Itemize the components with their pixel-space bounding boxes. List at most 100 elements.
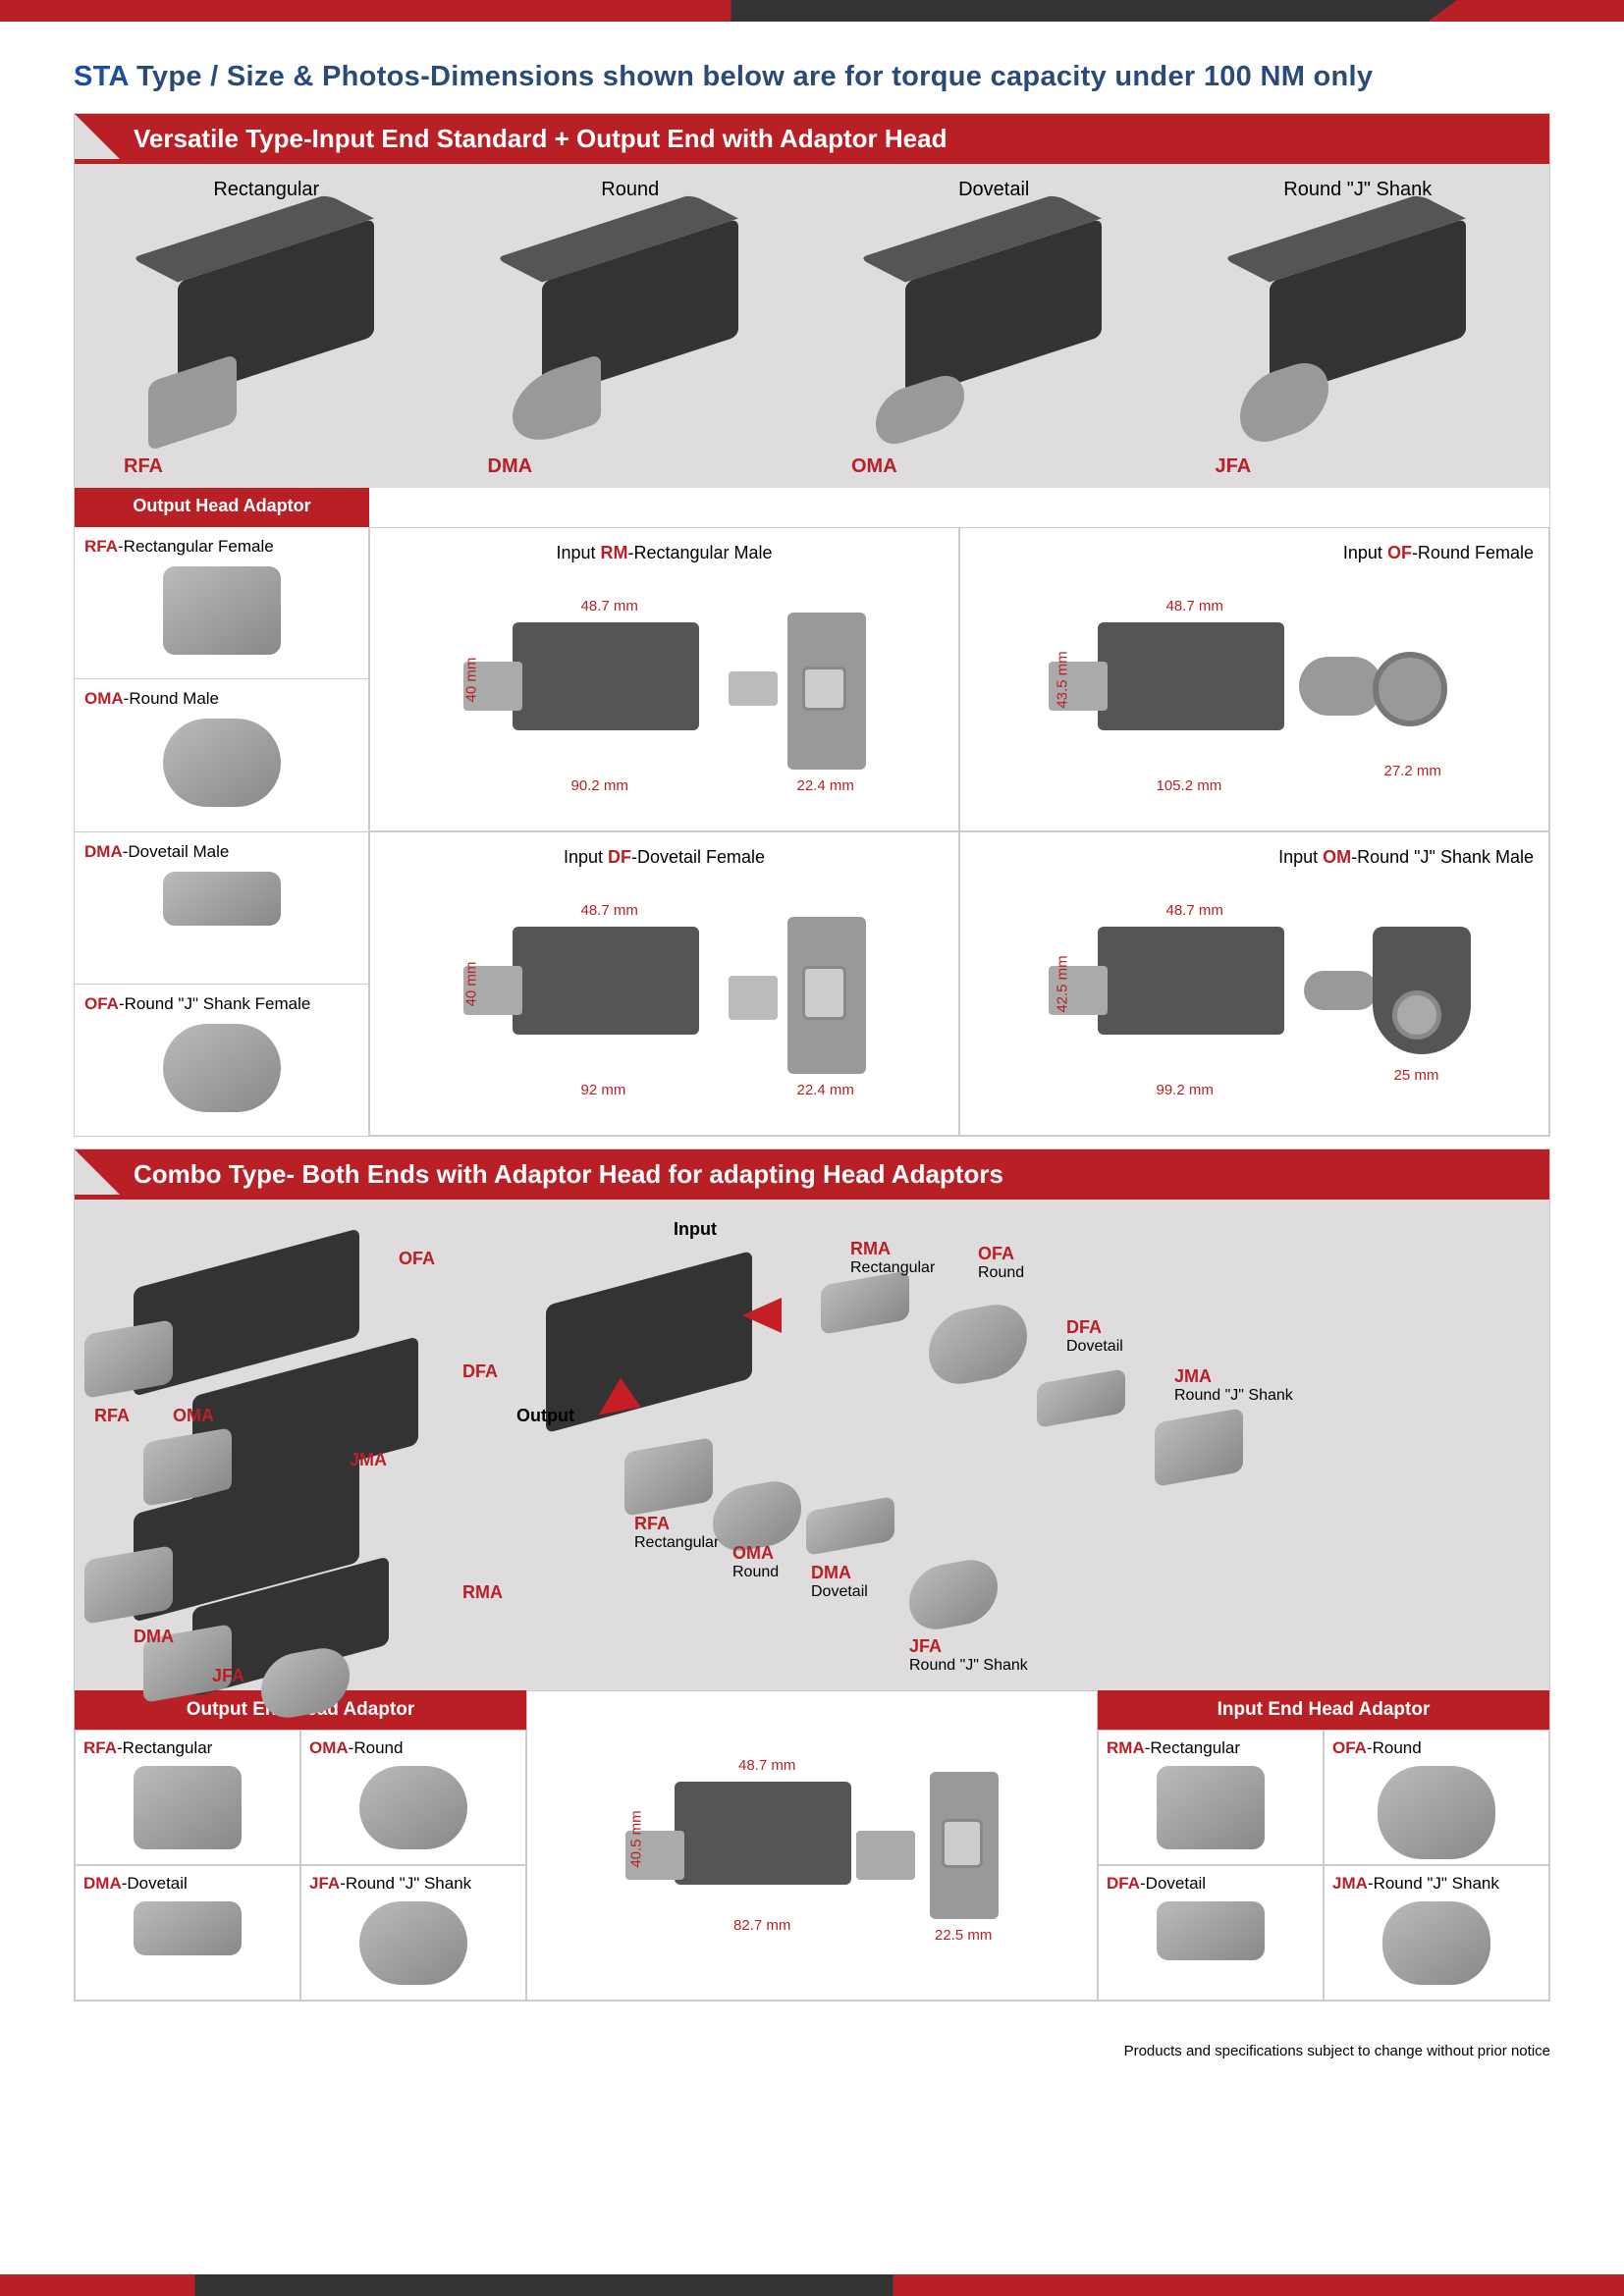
dim-width-bottom: 90.2 mm — [571, 777, 628, 794]
cell-image — [1378, 1766, 1495, 1859]
adaptor-image — [163, 1024, 281, 1112]
oha-desc: -Round Male — [124, 689, 219, 708]
combo-render-area: OFA DFA RFA OMA JMA RMA DMA JFA Input Ou… — [75, 1200, 1549, 1690]
oha-code: RFA — [84, 537, 118, 556]
v-col-round: Round DMA — [449, 179, 813, 478]
v-col-jshank: Round "J" Shank JFA — [1176, 179, 1541, 478]
title-prefix: STA — [74, 61, 129, 92]
oha-item-oma: OMA-Round Male — [75, 679, 368, 831]
dim-height: 40 mm — [462, 962, 479, 1007]
cell-image — [1157, 1766, 1265, 1849]
dim-end-width: 25 mm — [1394, 1067, 1439, 1084]
adaptor-image — [163, 566, 281, 655]
dim-width-top: 48.7 mm — [581, 902, 638, 919]
dim-panel-of: Input OF-Round Female 48.7 mm 105.2 mm 4… — [959, 527, 1549, 831]
end-view: 22.4 mm — [787, 917, 866, 1074]
in-cell-dfa: DFA-Dovetail — [1098, 1865, 1324, 2001]
oha-item-ofa: OFA-Round "J" Shank Female — [75, 985, 368, 1136]
side-view: 48.7 mm 90.2 mm 40 mm — [463, 603, 758, 779]
dim-width-top: 48.7 mm — [1166, 598, 1223, 614]
side-view: 48.7 mm 92 mm 40 mm — [463, 907, 758, 1084]
input-end-header: Input End Head Adaptor — [1098, 1690, 1549, 1730]
combo-center-panel: 48.7 mm 82.7 mm 40.5 mm 22.5 mm — [526, 1690, 1098, 2001]
dim-width-bottom: 82.7 mm — [733, 1917, 790, 1934]
side-view: 48.7 mm 99.2 mm 42.5 mm — [1049, 907, 1343, 1084]
dim-width-bottom: 105.2 mm — [1157, 777, 1222, 794]
v-col-code: JFA — [1216, 455, 1252, 478]
cell-image — [359, 1766, 467, 1849]
out-cell-dma: DMA-Dovetail — [75, 1865, 300, 2001]
oha-code: OMA — [84, 689, 124, 708]
iso-render — [856, 211, 1131, 447]
end-view-round: 25 mm — [1373, 917, 1461, 1074]
dim-width-top: 48.7 mm — [738, 1757, 795, 1774]
versatile-top-row: Rectangular RFA Round DMA Dovetail OMA — [75, 164, 1549, 488]
title-rest: Type / Size & Photos-Dimensions shown be… — [129, 61, 1374, 92]
iso-render — [493, 211, 768, 447]
oha-desc: -Rectangular Female — [118, 537, 274, 556]
side-view: 48.7 mm 105.2 mm 43.5 mm — [1049, 603, 1343, 779]
out-cell-jfa: JFA-Round "J" Shank — [300, 1865, 526, 2001]
oha-desc: -Dovetail Male — [123, 842, 230, 861]
combo-grid: Output End Head Adaptor 48.7 mm 82.7 mm … — [75, 1690, 1549, 2001]
oha-code: DMA — [84, 842, 123, 861]
v-col-rectangular: Rectangular RFA — [84, 179, 449, 478]
top-decorative-bar — [0, 0, 1624, 22]
dim-width-bottom: 92 mm — [581, 1082, 626, 1098]
dim-height: 40.5 mm — [628, 1810, 645, 1867]
in-cell-ofa: OFA-Round — [1324, 1730, 1549, 1865]
footer-disclaimer: Products and specifications subject to c… — [0, 2033, 1624, 2064]
cell-image — [134, 1901, 242, 1955]
oha-code: OFA — [84, 994, 119, 1013]
dim-panel-om: Input OM-Round "J" Shank Male 48.7 mm 99… — [959, 831, 1549, 1136]
oha-item-dma: DMA-Dovetail Male — [75, 832, 368, 985]
v-col-code: DMA — [488, 455, 533, 478]
out-cell-rfa: RFA-Rectangular — [75, 1730, 300, 1865]
dim-end-width: 22.4 mm — [797, 1082, 854, 1098]
v-col-code: RFA — [124, 455, 163, 478]
section-versatile-header: Versatile Type-Input End Standard + Outp… — [75, 114, 1549, 164]
cell-image — [1157, 1901, 1265, 1960]
section-versatile: Versatile Type-Input End Standard + Outp… — [74, 113, 1550, 1137]
dim-panel-rm: Input RM-Rectangular Male 48.7 mm 90.2 m… — [369, 527, 959, 831]
page-content: STA Type / Size & Photos-Dimensions show… — [0, 22, 1624, 2033]
in-cell-jma: JMA-Round "J" Shank — [1324, 1865, 1549, 2001]
output-label: Output — [516, 1406, 574, 1426]
dim-height: 43.5 mm — [1054, 651, 1070, 708]
cell-image — [359, 1901, 467, 1985]
in-cell-rma: RMA-Rectangular — [1098, 1730, 1324, 1865]
dim-width-bottom: 99.2 mm — [1157, 1082, 1214, 1098]
page-title: STA Type / Size & Photos-Dimensions show… — [74, 61, 1550, 93]
dim-end-width: 22.5 mm — [935, 1927, 992, 1944]
v-col-title: Round "J" Shank — [1176, 179, 1541, 201]
end-view: 22.4 mm — [787, 613, 866, 770]
v-col-title: Rectangular — [84, 179, 449, 201]
oha-desc: -Round "J" Shank Female — [119, 994, 310, 1013]
adaptor-image — [163, 719, 281, 807]
dim-width-top: 48.7 mm — [1166, 902, 1223, 919]
dim-width-top: 48.7 mm — [581, 598, 638, 614]
dim-end-width: 27.2 mm — [1384, 763, 1441, 779]
dim-panel-df: Input DF-Dovetail Female 48.7 mm 92 mm 4… — [369, 831, 959, 1136]
v-col-code: OMA — [851, 455, 897, 478]
dim-height: 40 mm — [462, 658, 479, 703]
v-col-title: Dovetail — [812, 179, 1176, 201]
versatile-grid: Output Head Adaptor RFA-Rectangular Fema… — [75, 488, 1549, 1136]
dim-end-width: 22.4 mm — [797, 777, 854, 794]
cell-image — [1382, 1901, 1490, 1985]
out-cell-oma: OMA-Round — [300, 1730, 526, 1865]
cell-image — [134, 1766, 242, 1849]
section-combo: Combo Type- Both Ends with Adaptor Head … — [74, 1148, 1550, 2002]
input-label: Input — [674, 1219, 717, 1240]
iso-render — [1220, 211, 1495, 447]
oha-item-rfa: RFA-Rectangular Female — [75, 527, 368, 679]
output-adaptor-column: RFA-Rectangular Female OMA-Round Male DM… — [75, 527, 369, 1136]
dim-height: 42.5 mm — [1054, 955, 1070, 1012]
bottom-decorative-bar — [0, 2274, 1624, 2296]
adaptor-image — [163, 872, 281, 926]
output-head-adaptor-header: Output Head Adaptor — [75, 488, 369, 527]
v-col-title: Round — [449, 179, 813, 201]
section-combo-header: Combo Type- Both Ends with Adaptor Head … — [75, 1149, 1549, 1200]
v-col-dovetail: Dovetail OMA — [812, 179, 1176, 478]
iso-render — [129, 211, 404, 447]
